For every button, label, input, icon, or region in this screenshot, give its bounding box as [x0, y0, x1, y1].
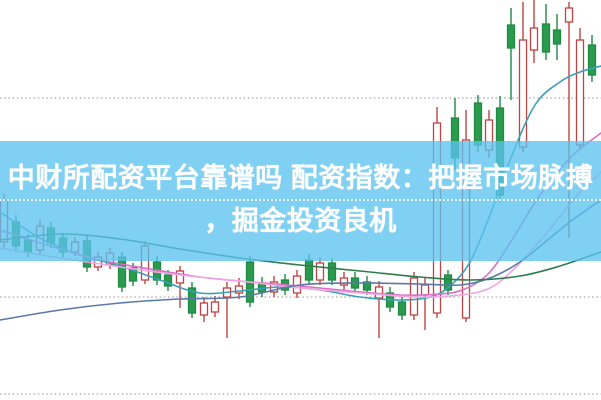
banner-gridline	[0, 199, 601, 201]
headline-text-line2: ，掘金投资良机	[204, 206, 397, 236]
headline-banner	[0, 141, 601, 261]
headline-text-line1: 中财所配资平台靠谱吗 配资指数：把握市场脉搏	[7, 163, 594, 193]
